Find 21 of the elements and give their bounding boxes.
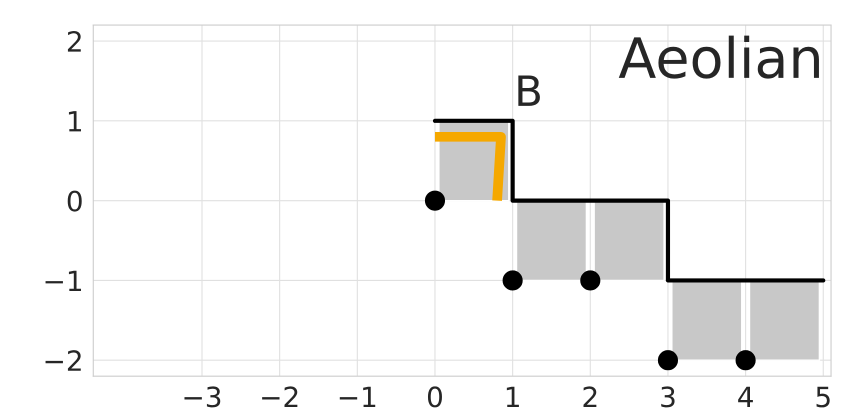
annotation: Aeolian bbox=[618, 36, 819, 79]
point bbox=[580, 270, 600, 290]
x-tick-label: −2 bbox=[262, 386, 298, 408]
y-tick-label: −1 bbox=[46, 270, 81, 291]
x-tick-label: 0 bbox=[428, 386, 442, 408]
x-tick-label: 4 bbox=[738, 386, 753, 408]
point bbox=[424, 190, 446, 211]
x-tick-label: 1 bbox=[506, 386, 519, 408]
y-tick-label: 2 bbox=[68, 30, 81, 52]
x-tick-label: 2 bbox=[583, 386, 596, 408]
annotation: B bbox=[518, 76, 540, 106]
point bbox=[658, 350, 678, 370]
y-tick-label: −2 bbox=[46, 350, 81, 371]
y-tick-label: 0 bbox=[68, 190, 82, 212]
x-tick-label: 5 bbox=[816, 386, 830, 408]
x-tick-label: −1 bbox=[340, 386, 376, 408]
point bbox=[502, 270, 523, 290]
x-tick-label: 3 bbox=[661, 386, 675, 408]
x-tick-label: −3 bbox=[184, 386, 220, 408]
y-tick-label: 1 bbox=[68, 111, 81, 132]
point bbox=[736, 350, 756, 370]
